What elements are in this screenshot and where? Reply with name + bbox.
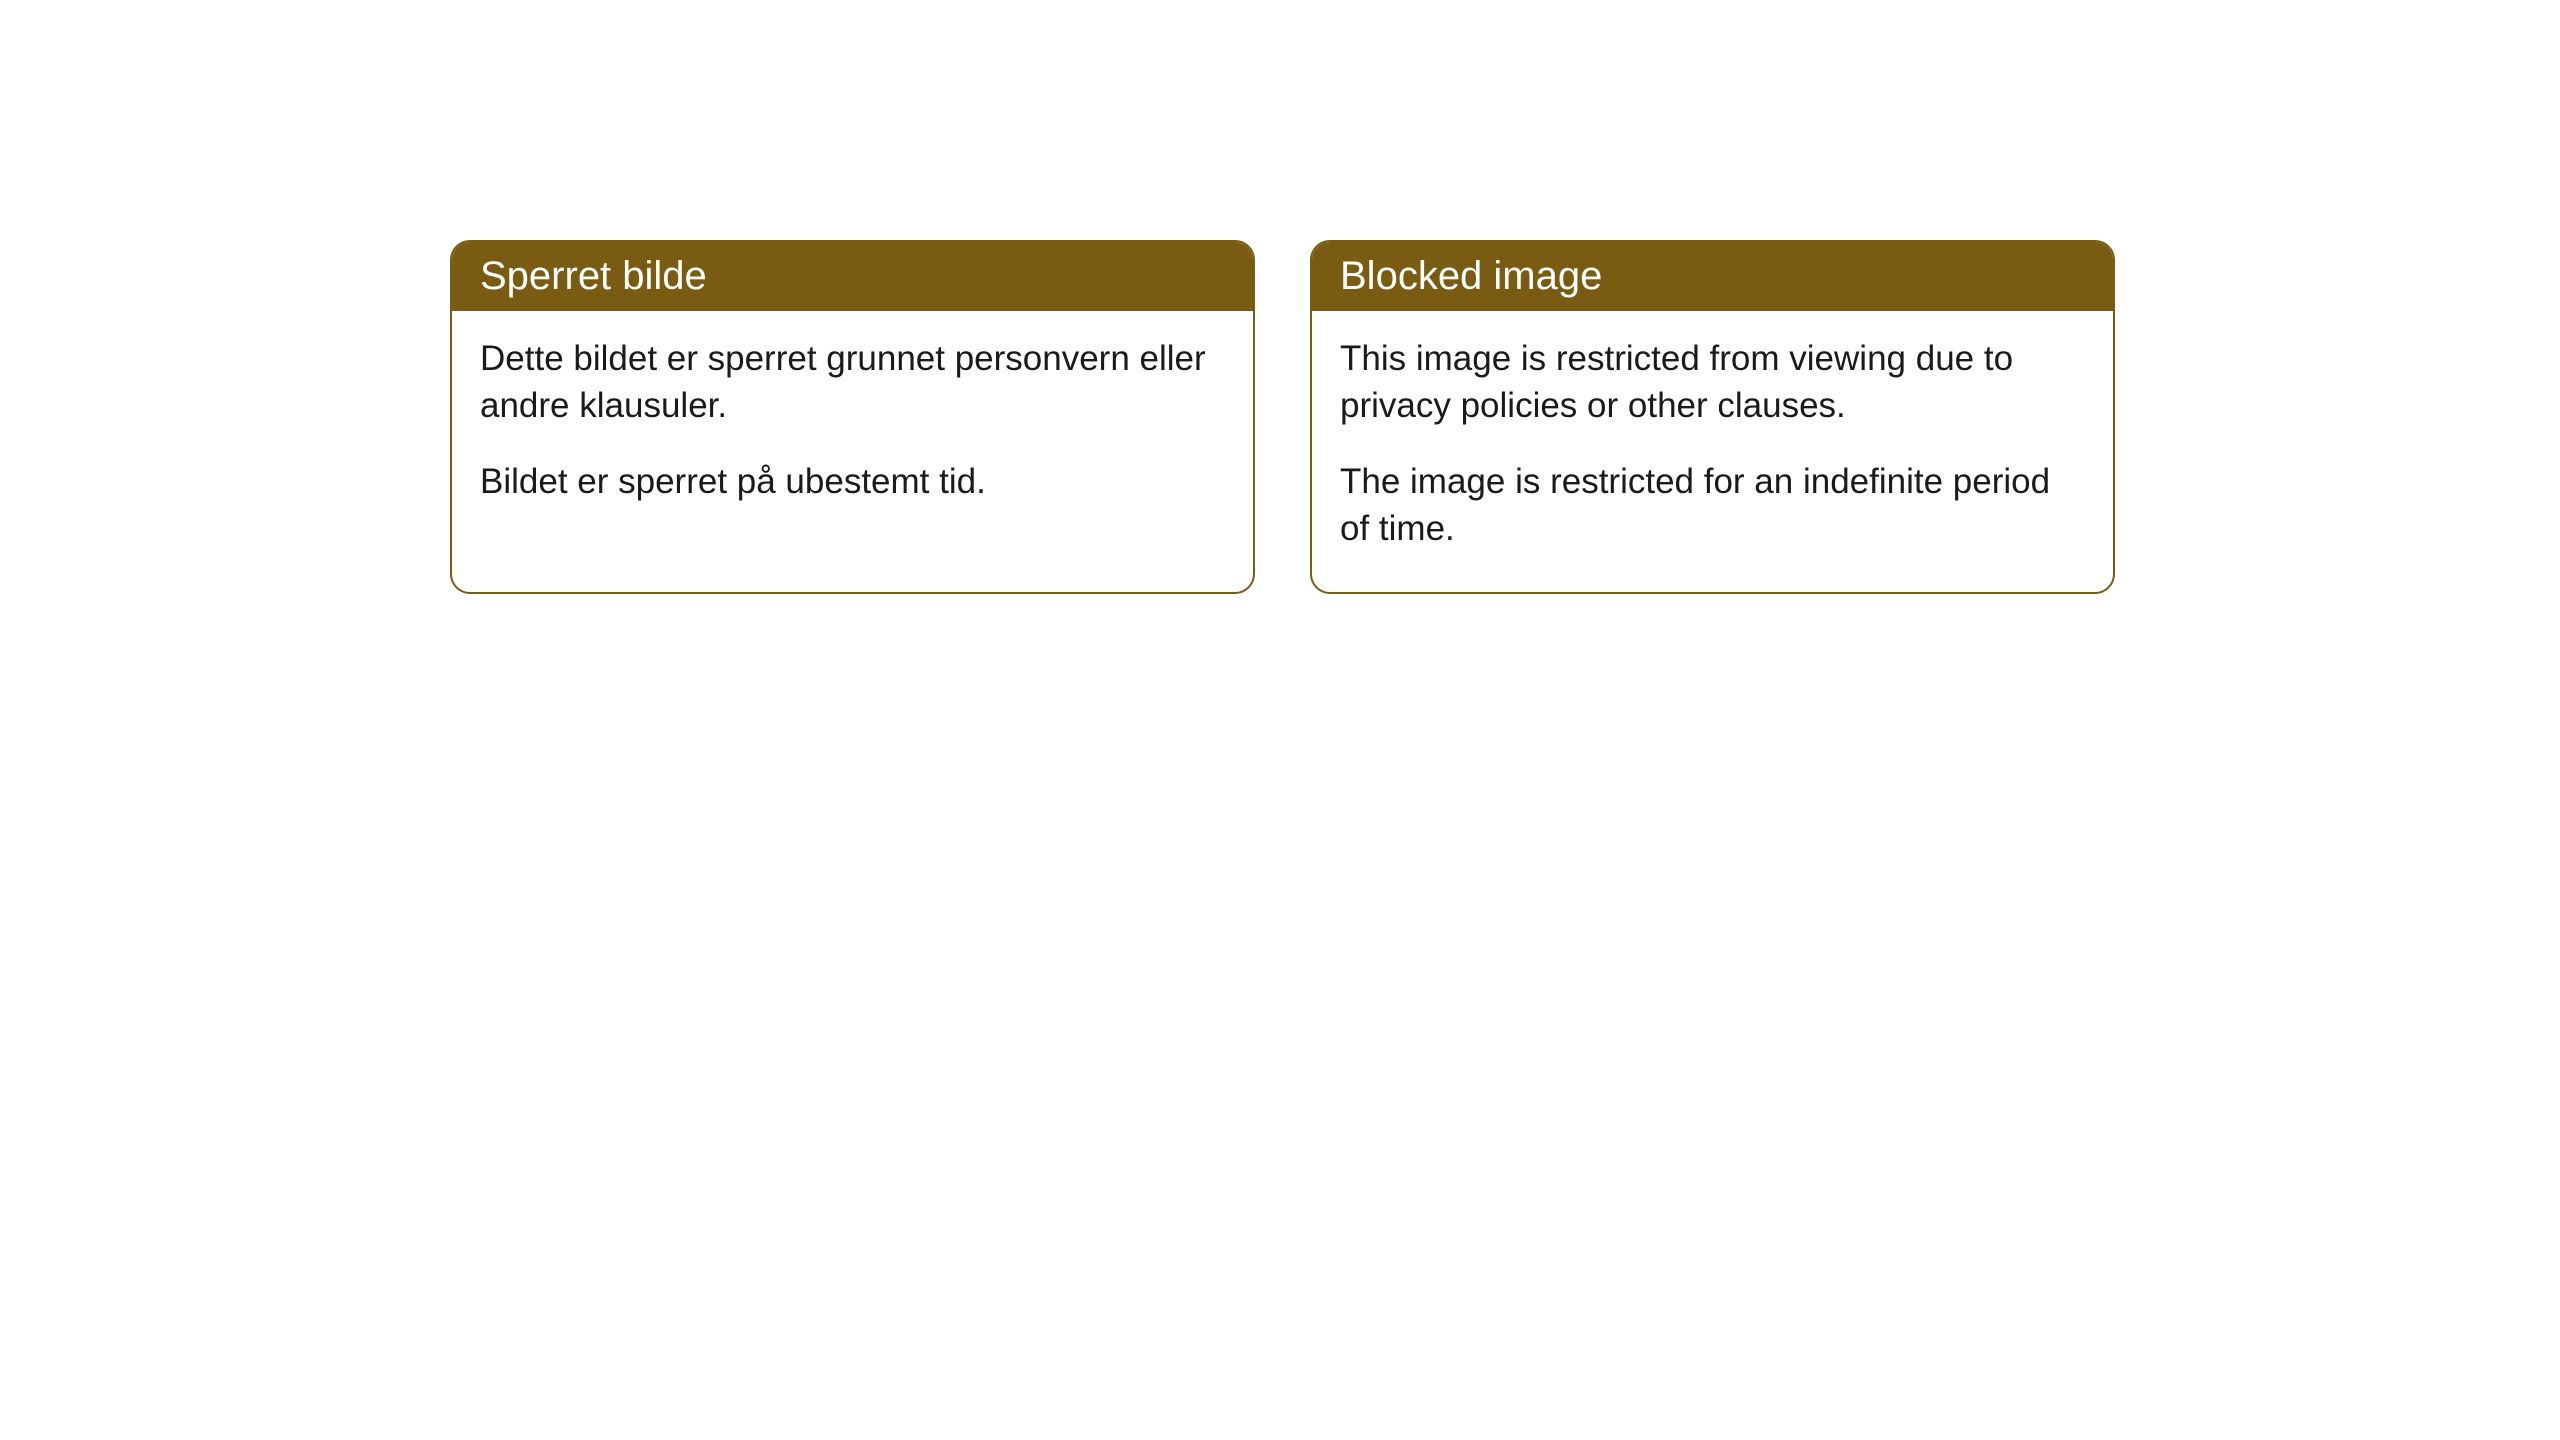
cards-container: Sperret bilde Dette bildet er sperret gr… (450, 240, 2560, 594)
card-paragraph-2-norwegian: Bildet er sperret på ubestemt tid. (480, 458, 1225, 505)
card-paragraph-1-english: This image is restricted from viewing du… (1340, 335, 2085, 430)
card-body-english: This image is restricted from viewing du… (1312, 311, 2113, 592)
card-title-norwegian: Sperret bilde (480, 254, 707, 298)
card-paragraph-1-norwegian: Dette bildet er sperret grunnet personve… (480, 335, 1225, 430)
card-english: Blocked image This image is restricted f… (1310, 240, 2115, 594)
card-paragraph-2-english: The image is restricted for an indefinit… (1340, 458, 2085, 553)
card-header-english: Blocked image (1312, 242, 2113, 311)
card-title-english: Blocked image (1340, 254, 1602, 298)
card-header-norwegian: Sperret bilde (452, 242, 1253, 311)
card-norwegian: Sperret bilde Dette bildet er sperret gr… (450, 240, 1255, 594)
card-body-norwegian: Dette bildet er sperret grunnet personve… (452, 311, 1253, 545)
